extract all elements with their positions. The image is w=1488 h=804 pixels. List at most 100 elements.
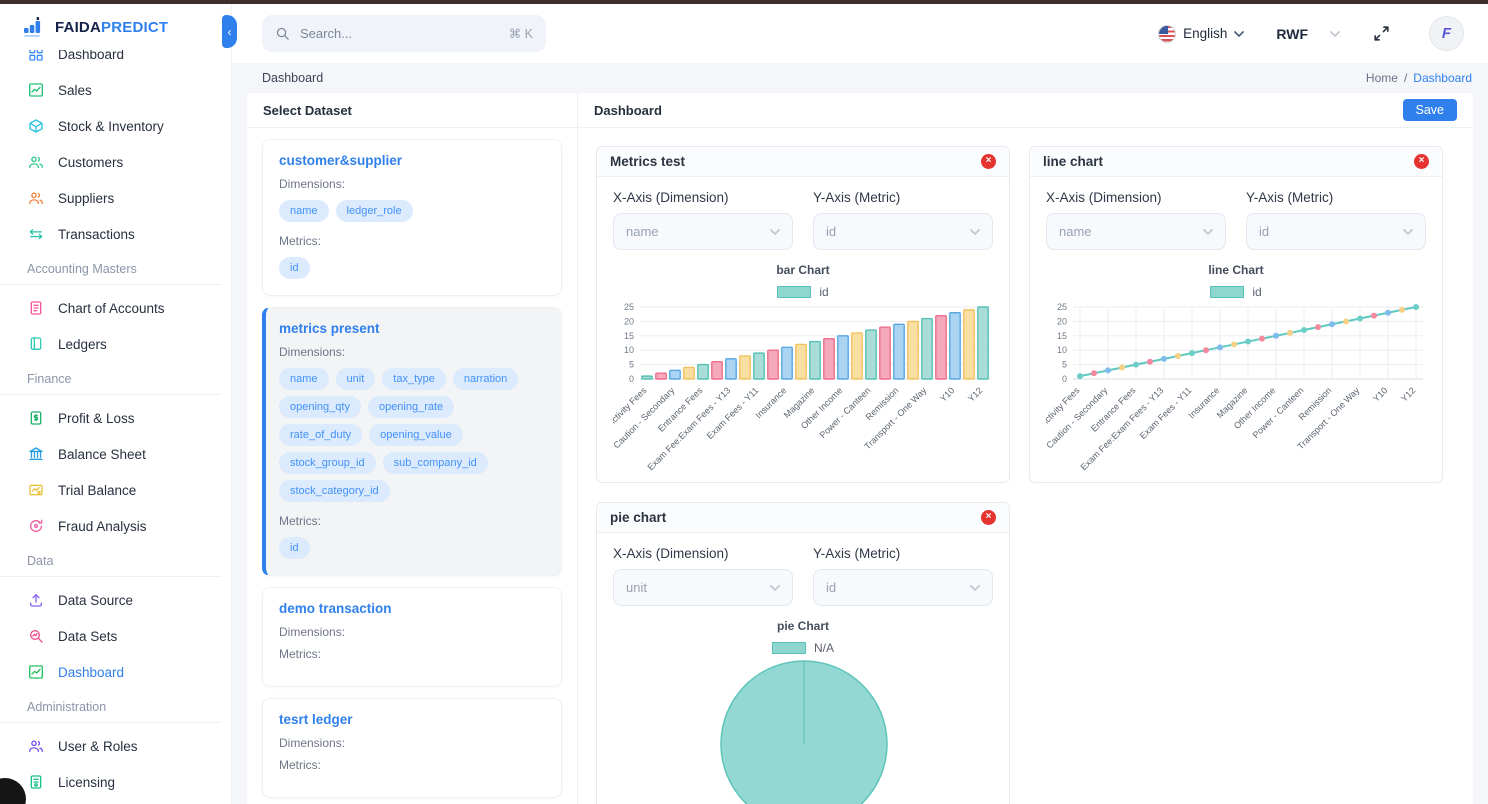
- dimension-pill[interactable]: stock_group_id: [279, 452, 376, 474]
- sidebar-item-balance-sheet[interactable]: Balance Sheet: [0, 436, 231, 472]
- data-source-icon: [27, 592, 44, 609]
- close-icon[interactable]: ×: [981, 154, 996, 169]
- top-accent-strip: [0, 0, 1488, 4]
- dashboard-panel-header: Dashboard Save: [578, 93, 1473, 128]
- sidebar-item-sales[interactable]: Sales: [0, 72, 231, 108]
- us-flag-icon: [1158, 24, 1177, 43]
- metrics-label: Metrics:: [279, 647, 321, 661]
- sidebar-item-data-sets[interactable]: Data Sets: [0, 618, 231, 654]
- dimension-pill[interactable]: opening_qty: [279, 396, 361, 418]
- dataset-card-metrics-present[interactable]: metrics present Dimensions: name unit tax_ty…: [262, 307, 562, 576]
- dashboard-panel: Dashboard Save Metrics test × X-Axis (Di…: [578, 93, 1473, 804]
- sidebar-item-label: Suppliers: [58, 190, 115, 206]
- axis-config-row: X-Axis (Dimension) name Y-Axis (Metric) …: [597, 177, 1009, 250]
- y-axis-label: Y-Axis (Metric): [1246, 190, 1334, 205]
- suppliers-icon: [27, 190, 44, 207]
- dataset-title[interactable]: demo transaction: [279, 601, 392, 616]
- dimension-pill[interactable]: ledger_role: [335, 200, 413, 222]
- dimension-pill[interactable]: opening_rate: [367, 396, 455, 418]
- sidebar-item-label: Customers: [58, 154, 124, 170]
- dataset-title[interactable]: tesrt ledger: [279, 712, 353, 727]
- user-avatar[interactable]: F: [1429, 16, 1464, 51]
- dataset-card-customer-supplier[interactable]: customer&supplier Dimensions: name ledger_r…: [262, 139, 562, 296]
- dimension-pill[interactable]: tax_type: [382, 368, 446, 390]
- sidebar-nav: Dashboard Sales Stock & Inventory Customers…: [0, 50, 231, 804]
- sidebar-item-customers[interactable]: Customers: [0, 144, 231, 180]
- sidebar-item-stock-inventory[interactable]: Stock & Inventory: [0, 108, 231, 144]
- currency-chevron-icon[interactable]: [1330, 30, 1340, 37]
- fraud-analysis-icon: [27, 518, 44, 535]
- sidebar-item-licensing[interactable]: Licensing: [0, 764, 231, 800]
- dimension-pill[interactable]: stock_category_id: [279, 480, 390, 502]
- search-input[interactable]: Search... ⌘ K: [262, 15, 546, 52]
- x-axis-select[interactable]: unit: [613, 569, 793, 606]
- sidebar-item-label: Stock & Inventory: [58, 118, 164, 134]
- breadcrumb-current-link[interactable]: Dashboard: [1413, 71, 1472, 85]
- sidebar-item-trial-balance[interactable]: Trial Balance: [0, 472, 231, 508]
- sidebar-item-user-roles[interactable]: User & Roles: [0, 728, 231, 764]
- metric-pill[interactable]: id: [279, 537, 310, 559]
- svg-text:Y12: Y12: [966, 385, 984, 403]
- svg-text:5: 5: [629, 360, 634, 370]
- sidebar-collapse-button[interactable]: ‹: [222, 15, 237, 48]
- sidebar-item-dashboard[interactable]: Dashboard: [0, 50, 231, 72]
- svg-text:15: 15: [624, 331, 634, 341]
- dataset-title[interactable]: metrics present: [279, 321, 380, 336]
- sales-icon: [27, 82, 44, 99]
- currency-selector[interactable]: RWF: [1276, 25, 1308, 42]
- breadcrumb-separator: /: [1403, 71, 1408, 85]
- close-icon[interactable]: ×: [1414, 154, 1429, 169]
- language-selector[interactable]: English: [1158, 24, 1245, 43]
- dataset-card-tesrt-ledger[interactable]: tesrt ledger Dimensions: Metrics:: [262, 698, 562, 798]
- dimension-pills: name unit tax_type narrationopening_qty open…: [279, 366, 545, 506]
- avatar-monogram: F: [1441, 25, 1452, 42]
- dataset-card-demo-transaction[interactable]: demo transaction Dimensions: Metrics:: [262, 587, 562, 687]
- sidebar-item-label: Data Sets: [58, 628, 118, 644]
- dimension-pill[interactable]: narration: [452, 368, 519, 390]
- dimension-pill[interactable]: unit: [335, 368, 376, 390]
- brand-bars-icon: [24, 17, 46, 37]
- svg-text:0: 0: [629, 374, 634, 384]
- chart-title: pie Chart: [776, 619, 829, 633]
- user-roles-icon: [27, 738, 44, 755]
- sidebar-item-dashboard[interactable]: Dashboard: [0, 654, 231, 690]
- dimension-pill[interactable]: sub_company_id: [382, 452, 488, 474]
- sidebar-section-data: Data: [0, 545, 221, 577]
- metric-pill[interactable]: id: [279, 257, 310, 279]
- breadcrumb-home-link[interactable]: Home: [1365, 71, 1398, 85]
- chart-legend: id: [1030, 285, 1442, 299]
- dimension-pill[interactable]: name: [279, 368, 329, 390]
- app-logo[interactable]: FAIDAPREDICT: [0, 4, 231, 50]
- save-button[interactable]: Save: [1402, 99, 1457, 121]
- sidebar-item-ledgers[interactable]: Ledgers: [0, 326, 231, 362]
- dimensions-label: Dimensions:: [279, 736, 346, 750]
- sidebar-item-suppliers[interactable]: Suppliers: [0, 180, 231, 216]
- dataset-title[interactable]: customer&supplier: [279, 153, 403, 168]
- dataset-panel: Select Dataset customer&supplier Dimensio…: [247, 93, 578, 804]
- dimension-pill[interactable]: opening_value: [369, 424, 463, 446]
- widget-header: pie chart ×: [597, 503, 1009, 533]
- y-axis-select[interactable]: id: [813, 213, 993, 250]
- x-axis-select[interactable]: name: [613, 213, 793, 250]
- dimensions-label: Dimensions:: [279, 345, 346, 359]
- close-icon[interactable]: ×: [981, 510, 996, 525]
- sidebar-item-data-source[interactable]: Data Source: [0, 582, 231, 618]
- y-axis-select[interactable]: id: [813, 569, 993, 606]
- sidebar-item-chart-of-accounts[interactable]: Chart of Accounts: [0, 290, 231, 326]
- chevron-down-icon: [1234, 30, 1245, 37]
- svg-text:Y10: Y10: [1371, 385, 1389, 403]
- y-axis-select[interactable]: id: [1246, 213, 1426, 250]
- sidebar-item-label: Dashboard: [58, 664, 125, 680]
- sidebar-item-fraud-analysis[interactable]: Fraud Analysis: [0, 508, 231, 544]
- sidebar-item-settings[interactable]: Settings: [0, 800, 231, 804]
- dataset-list: customer&supplier Dimensions: name ledger_r…: [247, 128, 577, 804]
- sidebar-item-transactions[interactable]: Transactions: [0, 216, 231, 252]
- sidebar-item-label: Trial Balance: [58, 482, 137, 498]
- sidebar-item-profit-loss[interactable]: Profit & Loss: [0, 400, 231, 436]
- metrics-label: Metrics:: [279, 514, 321, 528]
- x-axis-label: X-Axis (Dimension): [613, 190, 729, 205]
- dimension-pill[interactable]: name: [279, 200, 329, 222]
- fullscreen-button[interactable]: [1372, 24, 1391, 43]
- dimension-pill[interactable]: rate_of_duty: [279, 424, 363, 446]
- x-axis-select[interactable]: name: [1046, 213, 1226, 250]
